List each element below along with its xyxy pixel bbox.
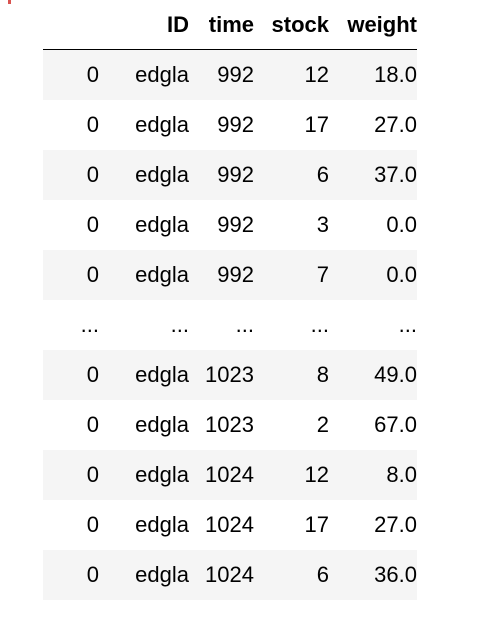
table-row: 0 edgla 992 12 18.0 [43, 49, 417, 100]
cell-weight: 27.0 [329, 500, 417, 550]
cell-stock: 3 [254, 200, 329, 250]
table-row: 0 edgla 1024 17 27.0 [43, 500, 417, 550]
cell-stock: 6 [254, 150, 329, 200]
cell-time: ... [189, 300, 254, 350]
cell-time: 992 [189, 200, 254, 250]
cell-id: edgla [99, 150, 189, 200]
table-row-ellipsis: ... ... ... ... ... [43, 300, 417, 350]
cell-time: 1024 [189, 500, 254, 550]
cell-weight: 27.0 [329, 100, 417, 150]
cell-id: edgla [99, 450, 189, 500]
cell-id: edgla [99, 49, 189, 100]
cell-stock: 2 [254, 400, 329, 450]
header-row: ID time stock weight [43, 0, 417, 50]
header-index [43, 0, 99, 50]
cell-weight: 49.0 [329, 350, 417, 400]
cell-index: 0 [43, 350, 99, 400]
header-weight: weight [329, 0, 417, 50]
table-row: 0 edgla 1023 2 67.0 [43, 400, 417, 450]
table-row: 0 edgla 992 17 27.0 [43, 100, 417, 150]
cell-time: 992 [189, 250, 254, 300]
cell-index: 0 [43, 550, 99, 600]
table-row: 0 edgla 992 3 0.0 [43, 200, 417, 250]
cell-time: 992 [189, 49, 254, 100]
cell-weight: 37.0 [329, 150, 417, 200]
cell-weight: 67.0 [329, 400, 417, 450]
table-row: 0 edgla 1024 6 36.0 [43, 550, 417, 600]
cell-index: 0 [43, 100, 99, 150]
header-time: time [189, 0, 254, 50]
table-header: ID time stock weight [43, 0, 417, 50]
cell-index: 0 [43, 500, 99, 550]
cell-weight: 8.0 [329, 450, 417, 500]
cell-index: 0 [43, 150, 99, 200]
cell-index: 0 [43, 400, 99, 450]
cell-time: 1023 [189, 350, 254, 400]
dataframe-table: ID time stock weight 0 edgla 992 12 18.0… [43, 0, 417, 600]
cell-weight: 18.0 [329, 49, 417, 100]
cell-weight: 36.0 [329, 550, 417, 600]
cell-time: 992 [189, 100, 254, 150]
cell-id: edgla [99, 200, 189, 250]
table-body: 0 edgla 992 12 18.0 0 edgla 992 17 27.0 … [43, 49, 417, 600]
cell-weight: 0.0 [329, 200, 417, 250]
cell-stock: 7 [254, 250, 329, 300]
table-row: 0 edgla 1023 8 49.0 [43, 350, 417, 400]
cell-time: 1024 [189, 550, 254, 600]
cell-weight: ... [329, 300, 417, 350]
cell-index: 0 [43, 450, 99, 500]
cell-id: edgla [99, 100, 189, 150]
table-row: 0 edgla 992 7 0.0 [43, 250, 417, 300]
cell-stock: ... [254, 300, 329, 350]
table-row: 0 edgla 992 6 37.0 [43, 150, 417, 200]
cell-stock: 6 [254, 550, 329, 600]
cell-id: edgla [99, 500, 189, 550]
cell-stock: 17 [254, 500, 329, 550]
cell-index: 0 [43, 250, 99, 300]
cell-time: 992 [189, 150, 254, 200]
cell-id: edgla [99, 400, 189, 450]
cell-stock: 8 [254, 350, 329, 400]
cell-id: edgla [99, 550, 189, 600]
cell-id: edgla [99, 250, 189, 300]
header-id: ID [99, 0, 189, 50]
cell-index: 0 [43, 200, 99, 250]
cell-weight: 0.0 [329, 250, 417, 300]
cell-index: ... [43, 300, 99, 350]
cell-time: 1023 [189, 400, 254, 450]
cell-stock: 12 [254, 49, 329, 100]
cell-stock: 17 [254, 100, 329, 150]
cell-time: 1024 [189, 450, 254, 500]
cell-index: 0 [43, 49, 99, 100]
output-marker [8, 0, 11, 4]
cell-id: ... [99, 300, 189, 350]
header-stock: stock [254, 0, 329, 50]
cell-stock: 12 [254, 450, 329, 500]
table-row: 0 edgla 1024 12 8.0 [43, 450, 417, 500]
cell-id: edgla [99, 350, 189, 400]
